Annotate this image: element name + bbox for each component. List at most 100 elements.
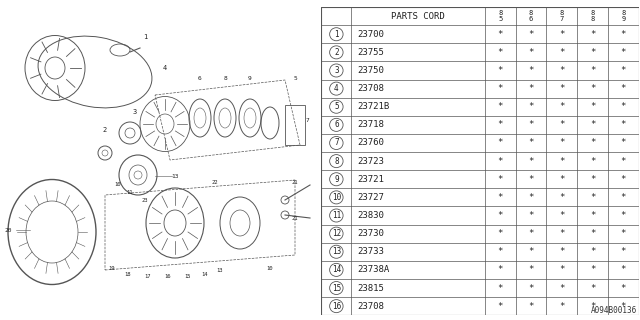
Text: *: * <box>497 193 503 202</box>
Text: *: * <box>528 265 534 274</box>
Text: *: * <box>590 102 595 111</box>
Text: 11: 11 <box>127 189 133 195</box>
Text: *: * <box>559 102 564 111</box>
Text: *: * <box>590 175 595 184</box>
Text: *: * <box>559 30 564 39</box>
Text: *: * <box>528 102 534 111</box>
Text: 6: 6 <box>334 120 339 129</box>
Text: 13: 13 <box>172 173 179 179</box>
Text: 15: 15 <box>332 284 341 292</box>
Text: 16: 16 <box>332 302 341 311</box>
Text: *: * <box>621 48 626 57</box>
Text: 23730: 23730 <box>358 229 385 238</box>
Text: 23760: 23760 <box>358 139 385 148</box>
Text: *: * <box>590 284 595 292</box>
Text: 3: 3 <box>133 109 137 115</box>
Text: *: * <box>497 265 503 274</box>
Text: 8: 8 <box>529 10 533 16</box>
Text: 7: 7 <box>306 117 310 123</box>
Text: *: * <box>621 102 626 111</box>
Text: *: * <box>590 156 595 166</box>
Text: 23755: 23755 <box>358 48 385 57</box>
Text: 4: 4 <box>163 65 167 71</box>
Text: *: * <box>590 48 595 57</box>
Text: 5: 5 <box>334 102 339 111</box>
Text: 11: 11 <box>332 211 341 220</box>
Text: 7: 7 <box>334 139 339 148</box>
Text: 2: 2 <box>103 127 107 133</box>
Text: 6: 6 <box>198 76 202 81</box>
Text: 19: 19 <box>109 266 115 270</box>
Text: 10: 10 <box>267 266 273 270</box>
Text: *: * <box>528 139 534 148</box>
Text: *: * <box>559 265 564 274</box>
Text: 23721B: 23721B <box>358 102 390 111</box>
Text: 8: 8 <box>334 156 339 166</box>
Text: *: * <box>621 193 626 202</box>
Text: 8: 8 <box>591 10 595 16</box>
Text: *: * <box>528 156 534 166</box>
Text: *: * <box>590 84 595 93</box>
Text: *: * <box>590 120 595 129</box>
Text: 8: 8 <box>591 16 595 22</box>
Text: *: * <box>559 229 564 238</box>
Text: *: * <box>590 139 595 148</box>
Text: 23: 23 <box>141 197 148 203</box>
Text: *: * <box>621 247 626 256</box>
Text: *: * <box>590 302 595 311</box>
Text: 14: 14 <box>202 271 208 276</box>
Text: 8: 8 <box>621 10 625 16</box>
Text: 23750: 23750 <box>358 66 385 75</box>
Text: *: * <box>621 84 626 93</box>
Text: *: * <box>559 120 564 129</box>
Text: *: * <box>621 120 626 129</box>
Text: *: * <box>528 302 534 311</box>
Text: *: * <box>590 66 595 75</box>
Text: *: * <box>621 175 626 184</box>
Text: 22: 22 <box>212 180 218 185</box>
Text: *: * <box>559 156 564 166</box>
Text: 3: 3 <box>334 66 339 75</box>
Text: *: * <box>528 66 534 75</box>
Text: 16: 16 <box>164 275 172 279</box>
Text: *: * <box>621 30 626 39</box>
Text: *: * <box>621 156 626 166</box>
Text: 23815: 23815 <box>358 284 385 292</box>
Text: *: * <box>497 175 503 184</box>
Text: *: * <box>497 139 503 148</box>
Text: *: * <box>528 30 534 39</box>
Text: *: * <box>497 211 503 220</box>
Text: *: * <box>497 229 503 238</box>
Text: 1: 1 <box>143 34 147 40</box>
Text: 23723: 23723 <box>358 156 385 166</box>
Text: *: * <box>621 139 626 148</box>
Text: *: * <box>559 84 564 93</box>
Text: *: * <box>559 139 564 148</box>
Text: *: * <box>621 229 626 238</box>
Text: *: * <box>559 193 564 202</box>
Text: *: * <box>497 84 503 93</box>
Text: 9: 9 <box>248 76 252 81</box>
Text: *: * <box>497 120 503 129</box>
Text: PARTS CORD: PARTS CORD <box>391 12 445 20</box>
Text: 23721: 23721 <box>358 175 385 184</box>
Text: *: * <box>621 211 626 220</box>
Text: 10: 10 <box>115 182 121 188</box>
Text: *: * <box>497 302 503 311</box>
Text: *: * <box>590 193 595 202</box>
Text: *: * <box>590 247 595 256</box>
Text: 21: 21 <box>292 180 298 185</box>
Text: *: * <box>590 211 595 220</box>
Text: 8: 8 <box>559 10 564 16</box>
Text: 23727: 23727 <box>358 193 385 202</box>
Text: *: * <box>590 265 595 274</box>
Text: *: * <box>621 66 626 75</box>
Text: 17: 17 <box>145 274 151 278</box>
Text: 23830: 23830 <box>358 211 385 220</box>
Text: *: * <box>497 66 503 75</box>
Text: *: * <box>528 193 534 202</box>
Text: 4: 4 <box>334 84 339 93</box>
Text: 13: 13 <box>217 268 223 273</box>
Text: 5: 5 <box>498 16 502 22</box>
Text: *: * <box>559 284 564 292</box>
